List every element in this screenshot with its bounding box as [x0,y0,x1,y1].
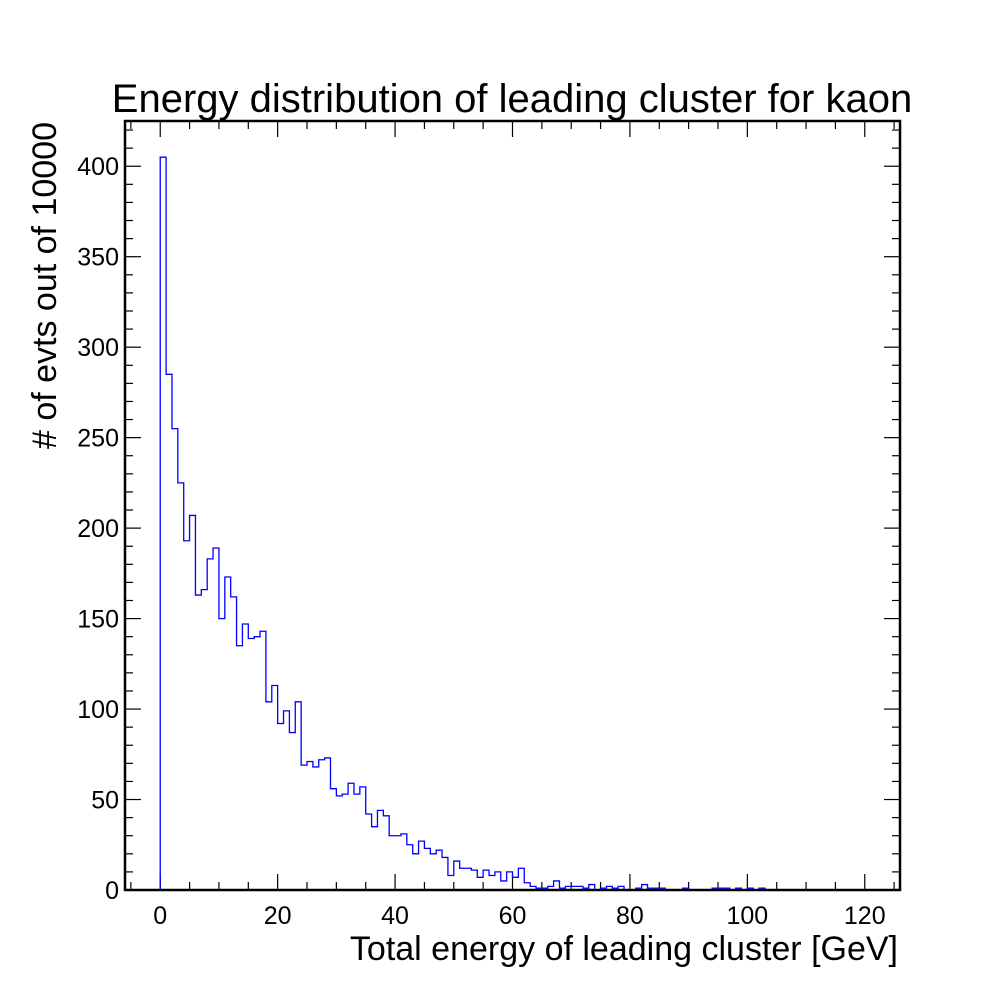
y-tick-label: 250 [77,425,119,453]
y-tick-label: 50 [91,787,119,815]
y-tick-label: 350 [77,244,119,272]
axis-ticks [125,121,900,891]
x-tick-label: 40 [381,902,409,930]
y-tick-label: 150 [77,606,119,634]
x-tick-label: 0 [153,902,167,930]
y-tick-label: 300 [77,334,119,362]
plot-frame [123,119,902,892]
x-tick-label: 60 [499,902,527,930]
histogram-series-line [159,156,865,891]
y-tick-label: 200 [77,515,119,543]
y-axis-label: # of evts out of 10000 [26,122,64,449]
y-tick-label: 400 [77,153,119,181]
x-tick-label: 80 [616,902,644,930]
y-tick-label: 100 [77,696,119,724]
y-tick-label: 0 [105,877,119,905]
x-tick-label: 20 [264,902,292,930]
tick-labels: 0 20 40 60 80 100 120 0 50 100 150 200 250 300 350 400 [77,153,885,930]
x-tick-label: 120 [844,902,886,930]
x-axis-label: Total energy of leading cluster [GeV] [350,930,898,968]
x-tick-label: 100 [726,902,768,930]
chart-title: Energy distribution of leading cluster f… [112,77,912,121]
